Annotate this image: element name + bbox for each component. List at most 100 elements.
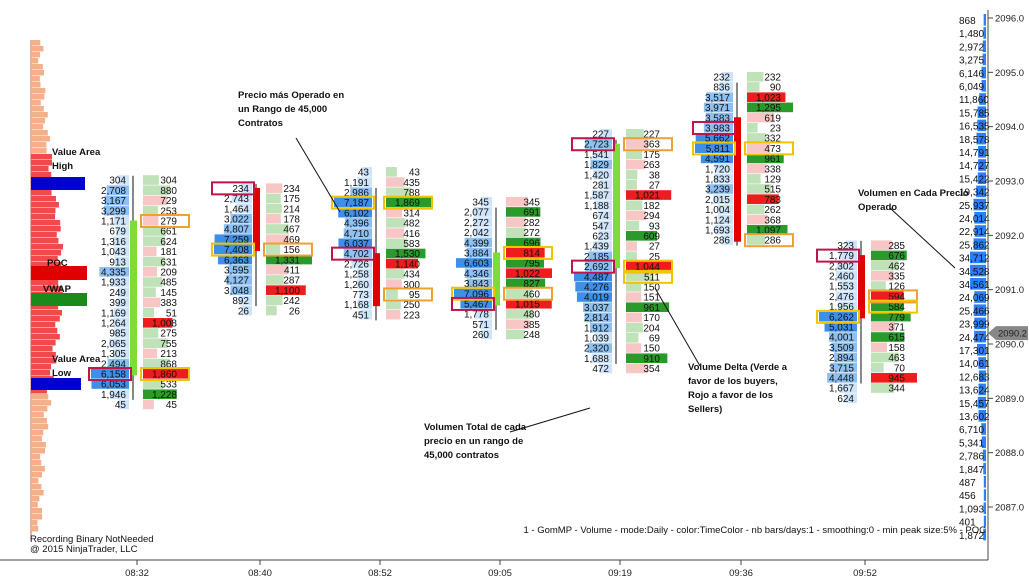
buy-volume-cell	[357, 269, 372, 279]
highlight-box	[451, 296, 495, 311]
buy-volume-cell	[590, 159, 612, 170]
volume-at-price-value: 14,727	[959, 161, 990, 172]
footprint-bar-08:32: 3042,7083,1673,2991,1716791,3161,0439134…	[88, 175, 190, 411]
delta-value: 383	[160, 298, 177, 309]
buy-volume-cell	[591, 353, 612, 364]
profile-row	[31, 502, 38, 508]
annotations: Precio más Operado en un Rango de 45,000 C…	[238, 90, 969, 461]
buy-volume-value: 2,320	[584, 344, 609, 355]
delta-cell	[143, 379, 164, 389]
annotation-text: favor de los buyers,	[688, 376, 778, 387]
delta-value: 615	[888, 333, 905, 344]
delta-value: 755	[160, 339, 177, 350]
buy-volume-cell	[357, 177, 372, 187]
buy-volume-value: 4,019	[584, 293, 609, 304]
delta-value: 129	[764, 174, 781, 185]
delta-cell	[747, 235, 765, 245]
buy-volume-value: 2,708	[101, 186, 126, 197]
delta-value: 368	[764, 215, 781, 226]
buy-volume-value: 1,260	[344, 280, 369, 291]
delta-cell	[386, 299, 401, 310]
buy-volume-value: 1,168	[344, 300, 369, 311]
volume-at-price-value: 1,093	[959, 504, 984, 515]
buy-volume-cell	[474, 309, 492, 319]
profile-row	[31, 394, 49, 400]
delta-cell	[266, 305, 277, 316]
delta-cell	[143, 205, 158, 216]
delta-value: 515	[764, 185, 781, 196]
delta-cell	[143, 236, 166, 247]
buy-volume-value: 4,399	[464, 238, 489, 249]
volume-at-price-value: 11,860	[959, 95, 989, 106]
buy-volume-value: 1,420	[584, 170, 609, 181]
highlight-box	[816, 248, 860, 263]
delta-value: 332	[764, 134, 781, 145]
delta-value: 354	[643, 364, 660, 375]
buy-volume-value: 773	[352, 290, 369, 301]
delta-value: 462	[888, 261, 905, 272]
buy-volume-value: 4,702	[344, 249, 369, 260]
buy-volume-value: 3,971	[705, 103, 730, 114]
profile-row	[31, 508, 42, 514]
value-area-low-label: Value Area	[52, 354, 101, 365]
delta-value: 1,860	[152, 370, 177, 381]
buy-volume-value: 6,158	[101, 370, 126, 381]
delta-cell	[143, 348, 158, 359]
volume-at-price-bar	[974, 212, 986, 224]
buy-volume-value: 249	[109, 288, 126, 299]
delta-value: 126	[888, 282, 905, 293]
profile-row	[31, 454, 41, 460]
delta-cell	[506, 309, 533, 319]
annotation-text: Volume Delta (Verde a	[688, 362, 788, 373]
time-tick-label: 09:36	[729, 568, 753, 579]
buy-volume-cell	[338, 238, 372, 249]
time-tick-label: 09:05	[488, 568, 512, 579]
delta-cell	[747, 92, 786, 102]
buy-volume-cell	[599, 363, 612, 374]
profile-row	[31, 340, 56, 346]
volume-profile: Value Area High POC VWAP Value Area Low	[30, 40, 101, 540]
price-tick-label: 2087.0	[995, 503, 1024, 514]
delta-value: 181	[160, 247, 177, 258]
delta-value: 691	[523, 208, 540, 219]
delta-value: 729	[160, 196, 177, 207]
delta-value: 314	[403, 208, 420, 219]
delta-cell	[266, 264, 288, 275]
delta-cell	[266, 254, 312, 265]
buy-volume-cell	[214, 244, 252, 255]
delta-cell	[143, 307, 154, 318]
delta-cell	[626, 282, 642, 292]
profile-row	[31, 526, 39, 532]
footprint-bar-08:52: 431,1912,9867,1876,1024,3964,7106,0374,7…	[331, 167, 433, 321]
delta-cell	[747, 122, 758, 133]
delta-cell	[143, 226, 166, 236]
delta-cell	[266, 203, 282, 214]
delta-value: 1,022	[515, 269, 540, 280]
delta-value: 473	[764, 144, 781, 155]
delta-cell	[626, 322, 644, 333]
delta-value: 151	[643, 293, 660, 304]
volume-at-price-bar	[983, 462, 986, 475]
delta-value: 467	[283, 225, 300, 236]
buy-volume-cell	[718, 82, 733, 92]
delta-cell	[143, 216, 159, 226]
volume-at-price-bar	[970, 264, 986, 277]
buy-volume-cell	[113, 236, 129, 247]
buy-volume-value: 624	[837, 394, 854, 405]
highlight-box	[211, 181, 255, 196]
buy-volume-value: 227	[592, 130, 609, 141]
profile-row	[31, 94, 45, 100]
buy-volume-cell	[350, 187, 372, 198]
delta-value: 788	[403, 188, 420, 199]
delta-value: 385	[523, 320, 540, 331]
volume-at-price-bar	[981, 436, 986, 448]
profile-row	[31, 436, 42, 442]
delta-cell	[143, 267, 158, 277]
profile-row	[31, 514, 43, 520]
volume-at-price-value: 6,049	[959, 82, 984, 93]
delta-value: 69	[649, 334, 661, 345]
profile-row	[31, 406, 48, 412]
buy-volume-value: 2,494	[101, 359, 126, 370]
delta-value: 304	[160, 176, 177, 187]
volume-at-price-value: 22,914	[959, 227, 990, 238]
